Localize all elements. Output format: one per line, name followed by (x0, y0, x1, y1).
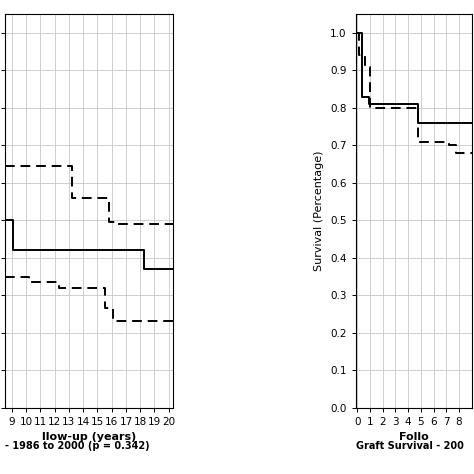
Text: Graft Survival - 200: Graft Survival - 200 (356, 441, 464, 451)
X-axis label: llow-up (years): llow-up (years) (42, 432, 136, 442)
Text: - 1986 to 2000 (p = 0.342): - 1986 to 2000 (p = 0.342) (5, 441, 149, 451)
Y-axis label: Survival (Percentage): Survival (Percentage) (314, 151, 324, 271)
X-axis label: Follo: Follo (399, 432, 428, 442)
